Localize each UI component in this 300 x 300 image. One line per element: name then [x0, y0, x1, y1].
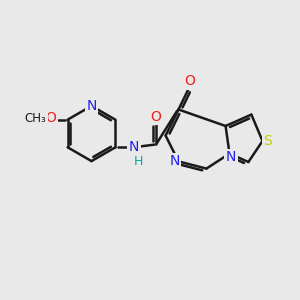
- Text: N: N: [226, 150, 236, 164]
- Text: O: O: [29, 113, 40, 127]
- Text: O: O: [184, 74, 195, 88]
- Text: O: O: [45, 113, 56, 127]
- Text: O: O: [46, 111, 56, 125]
- Text: S: S: [263, 134, 272, 148]
- Text: CH₃: CH₃: [25, 112, 46, 125]
- Text: O: O: [150, 110, 161, 124]
- Text: N: N: [170, 154, 180, 168]
- Text: N: N: [86, 99, 97, 113]
- Text: H: H: [134, 155, 143, 168]
- Text: N: N: [129, 140, 139, 154]
